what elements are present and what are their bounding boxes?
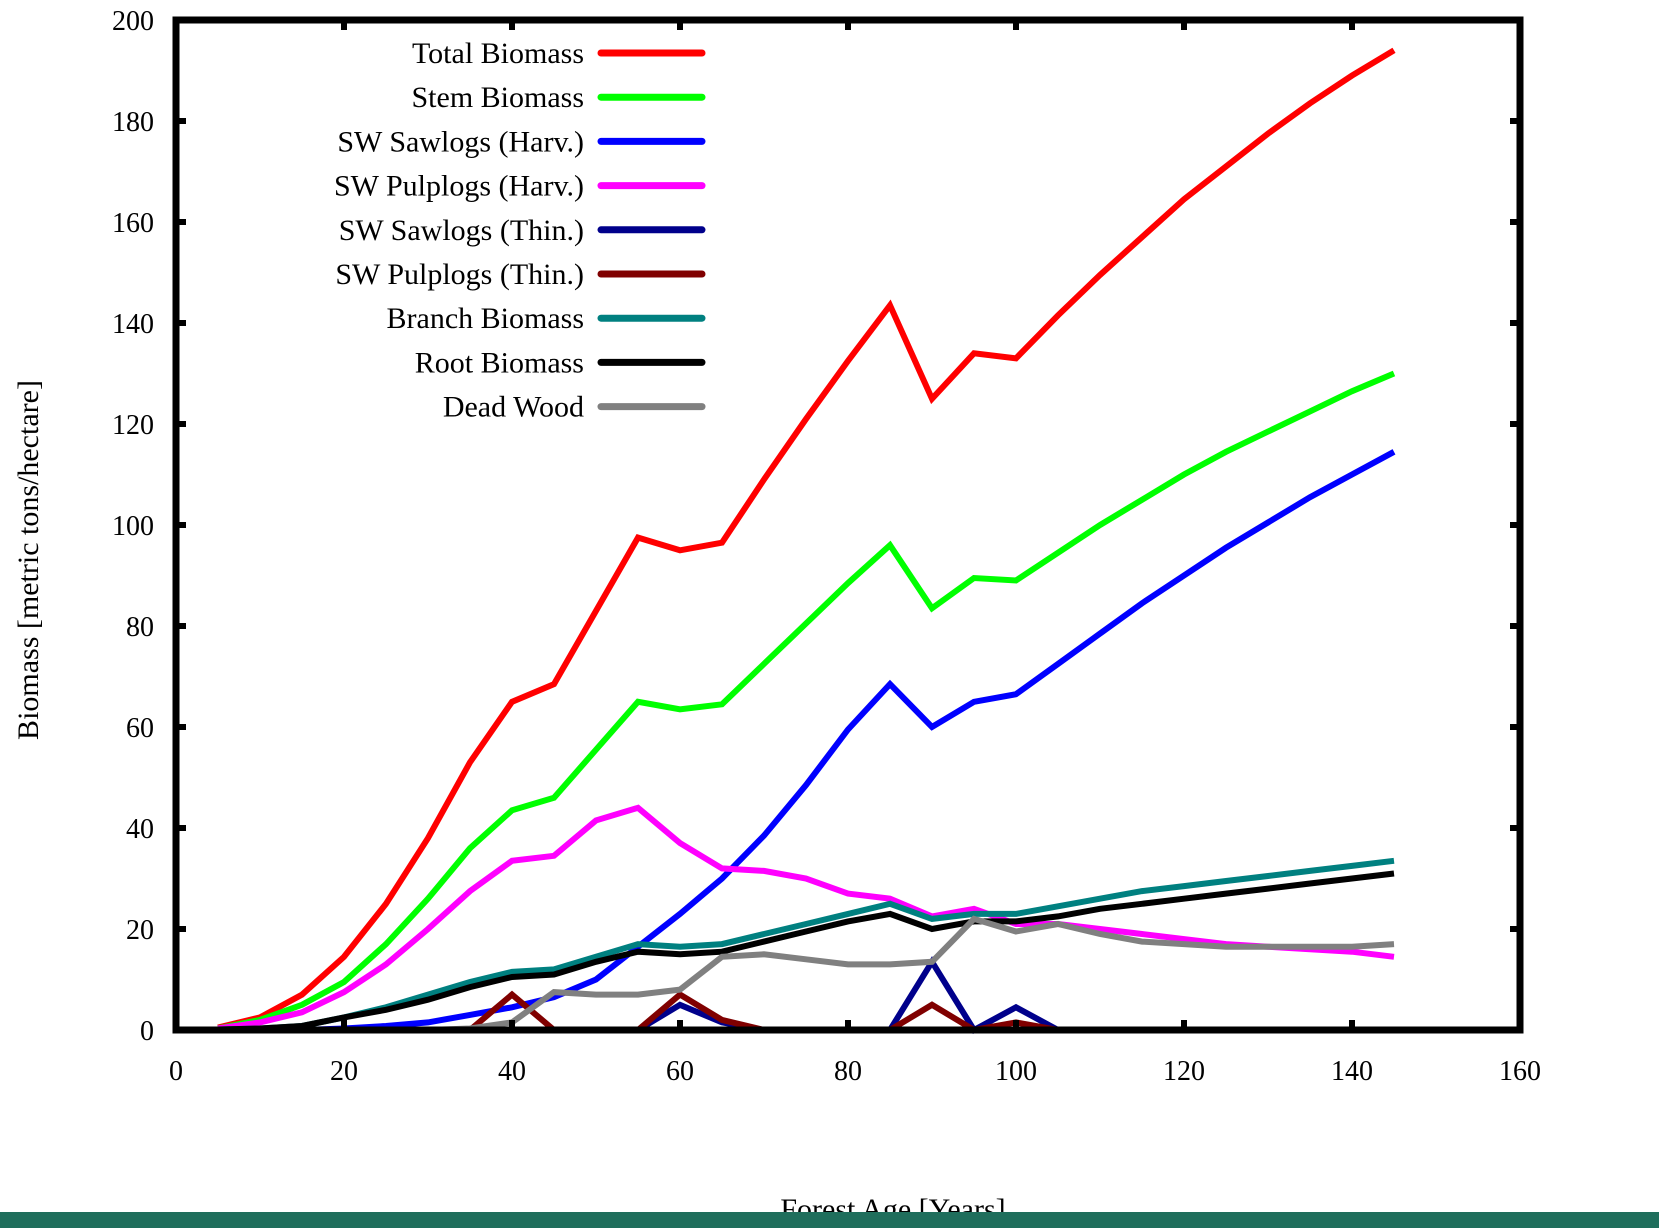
y-tick-label: 120 — [112, 410, 154, 441]
series-line-1 — [217, 47, 1396, 1031]
x-tick-label: 120 — [1163, 1056, 1205, 1087]
legend-label-5: SW Sawlogs (Thin.) — [339, 214, 584, 247]
y-axis-title: Biomass [metric tons/hectare] — [12, 380, 45, 740]
y-tick-label: 60 — [126, 713, 154, 744]
x-tick-label: 140 — [1331, 1056, 1373, 1087]
x-tick-label: 0 — [169, 1056, 183, 1087]
x-tick-label: 160 — [1499, 1056, 1541, 1087]
y-tick-label: 20 — [126, 915, 154, 946]
legend-label-7: Branch Biomass — [387, 302, 584, 335]
series-line-3 — [218, 449, 1396, 1033]
legend: Total Biomass Stem Biomass SW Sawlogs (Har… — [334, 37, 706, 424]
y-tick-label: 200 — [112, 6, 154, 37]
y-tick-label: 80 — [126, 612, 154, 643]
y-tick-label: 180 — [112, 107, 154, 138]
x-tick-label: 100 — [995, 1056, 1037, 1087]
series-line-8 — [217, 870, 1395, 1033]
legend-label-3: SW Sawlogs (Harv.) — [337, 125, 584, 158]
x-tick-label: 80 — [834, 1056, 862, 1087]
y-tick-label: 140 — [112, 309, 154, 340]
axis-ticks: 0 20 40 60 80 100 120 140 160 180 200 0 20 40 60 80 100 1… — [112, 6, 1541, 1087]
x-tick-label: 40 — [498, 1056, 526, 1087]
legend-label-1: Total Biomass — [412, 37, 584, 70]
legend-label-9: Dead Wood — [443, 391, 584, 424]
legend-label-6: SW Pulplogs (Thin.) — [335, 258, 584, 291]
x-tick-label: 20 — [330, 1056, 358, 1087]
legend-label-8: Root Biomass — [415, 346, 584, 379]
x-tick-label: 60 — [666, 1056, 694, 1087]
legend-label-2: Stem Biomass — [411, 81, 584, 114]
legend-label-4: SW Pulplogs (Harv.) — [334, 170, 584, 203]
series-line-7 — [217, 857, 1395, 1033]
y-tick-label: 40 — [126, 814, 154, 845]
footer-bar — [0, 1212, 1659, 1228]
y-tick-label: 0 — [140, 1016, 154, 1047]
y-tick-label: 100 — [112, 511, 154, 542]
series-line-4 — [217, 804, 1395, 1032]
y-tick-label: 160 — [112, 208, 154, 239]
series-line-2 — [217, 370, 1396, 1032]
series-line-5 — [218, 956, 1394, 1034]
